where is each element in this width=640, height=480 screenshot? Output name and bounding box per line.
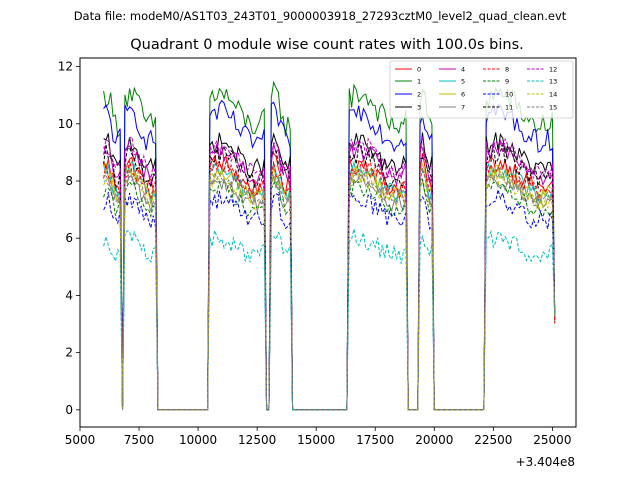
y-tick-label: 6: [65, 231, 73, 245]
legend-label-8: 8: [505, 66, 509, 74]
x-tick-label: 20000: [415, 433, 453, 447]
legend-label-9: 9: [505, 78, 509, 86]
x-tick-label: 17500: [356, 433, 394, 447]
legend-label-5: 5: [461, 78, 465, 86]
legend-label-6: 6: [461, 91, 465, 99]
chart-title: Quadrant 0 module wise count rates with …: [130, 37, 524, 53]
plot-frame: [79, 57, 577, 428]
y-tick-label: 8: [65, 174, 73, 188]
y-tick-label: 4: [65, 288, 73, 302]
legend-label-1: 1: [417, 78, 421, 86]
series-layer: [103, 80, 556, 411]
series-14-line: [103, 168, 556, 411]
legend-frame: [389, 60, 574, 119]
legend-label-12: 12: [549, 66, 557, 74]
y-tick-label: 12: [58, 60, 73, 74]
legend-label-0: 0: [417, 66, 421, 74]
y-tick-label: 0: [65, 403, 73, 417]
legend-label-7: 7: [461, 104, 465, 112]
legend-label-11: 11: [505, 104, 513, 112]
legend-label-4: 4: [461, 66, 465, 74]
x-tick-label: 7500: [124, 433, 155, 447]
y-tick-label: 2: [65, 346, 73, 360]
legend-label-10: 10: [505, 91, 513, 99]
x-tick-label: 15000: [297, 433, 335, 447]
y-tick-label: 10: [58, 117, 73, 131]
series-15-line: [103, 164, 556, 411]
x-axis: 5000 7500 10000 12500 15000 17500 20000 22500 25…: [65, 427, 571, 447]
legend-label-13: 13: [549, 78, 557, 86]
x-tick-label: 25000: [533, 433, 571, 447]
legend-label-3: 3: [417, 104, 421, 112]
x-axis-offset-label: +3.404e8: [516, 455, 575, 469]
x-tick-label: 5000: [65, 433, 96, 447]
x-tick-label: 22500: [474, 433, 512, 447]
x-tick-label: 12500: [238, 433, 276, 447]
x-tick-label: 10000: [179, 433, 217, 447]
figure-suptitle: Data file: modeM0/AS1T03_243T01_90000039…: [74, 9, 567, 23]
legend-label-14: 14: [549, 91, 557, 99]
legend-label-2: 2: [417, 91, 421, 99]
legend-label-15: 15: [549, 104, 557, 112]
y-axis: 0 2 4 6 8 10 12: [58, 60, 80, 417]
